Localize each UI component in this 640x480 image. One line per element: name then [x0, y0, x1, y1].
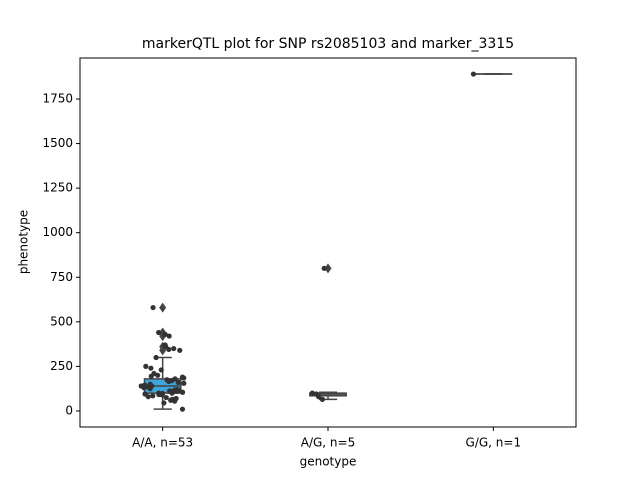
point — [161, 400, 167, 406]
point — [166, 333, 172, 339]
point — [150, 304, 156, 311]
point — [162, 331, 168, 337]
point — [179, 406, 186, 412]
x-tick-label: G/G, n=1 — [466, 436, 522, 450]
point — [164, 377, 170, 383]
point — [142, 382, 148, 388]
point — [309, 390, 315, 396]
y-tick-label: 1500 — [42, 136, 73, 150]
point — [179, 374, 186, 380]
x-tick-label: A/A, n=53 — [132, 436, 193, 450]
point — [173, 395, 179, 402]
point — [142, 391, 148, 397]
y-tick-label: 250 — [50, 359, 73, 373]
point — [156, 329, 162, 336]
x-axis-label: genotype — [300, 455, 357, 469]
y-tick-label: 500 — [50, 314, 73, 328]
x-tick-label: A/G, n=5 — [301, 436, 355, 450]
point — [159, 390, 166, 397]
point — [174, 386, 180, 393]
point — [147, 381, 153, 387]
y-tick-label: 1000 — [42, 225, 73, 239]
point — [175, 379, 181, 386]
point — [313, 391, 319, 397]
point — [162, 342, 168, 348]
y-tick-label: 0 — [65, 403, 73, 417]
point — [321, 265, 327, 271]
point — [148, 365, 154, 371]
flier — [324, 263, 332, 274]
chart-title: markerQTL plot for SNP rs2085103 and mar… — [142, 36, 514, 52]
point — [158, 367, 164, 373]
point — [163, 394, 169, 401]
point — [319, 396, 326, 402]
point — [150, 393, 156, 399]
point — [177, 347, 183, 353]
point — [171, 345, 177, 352]
point — [153, 354, 159, 361]
point — [167, 388, 173, 394]
flier — [159, 302, 167, 313]
point — [151, 370, 157, 377]
y-tick-label: 1750 — [42, 92, 73, 106]
point — [470, 71, 477, 77]
point — [181, 380, 187, 386]
point — [156, 390, 162, 396]
y-tick-label: 1250 — [42, 181, 73, 195]
y-axis-label: phenotype — [17, 210, 31, 274]
point — [143, 363, 149, 369]
point — [172, 376, 178, 382]
y-tick-label: 750 — [50, 270, 73, 284]
